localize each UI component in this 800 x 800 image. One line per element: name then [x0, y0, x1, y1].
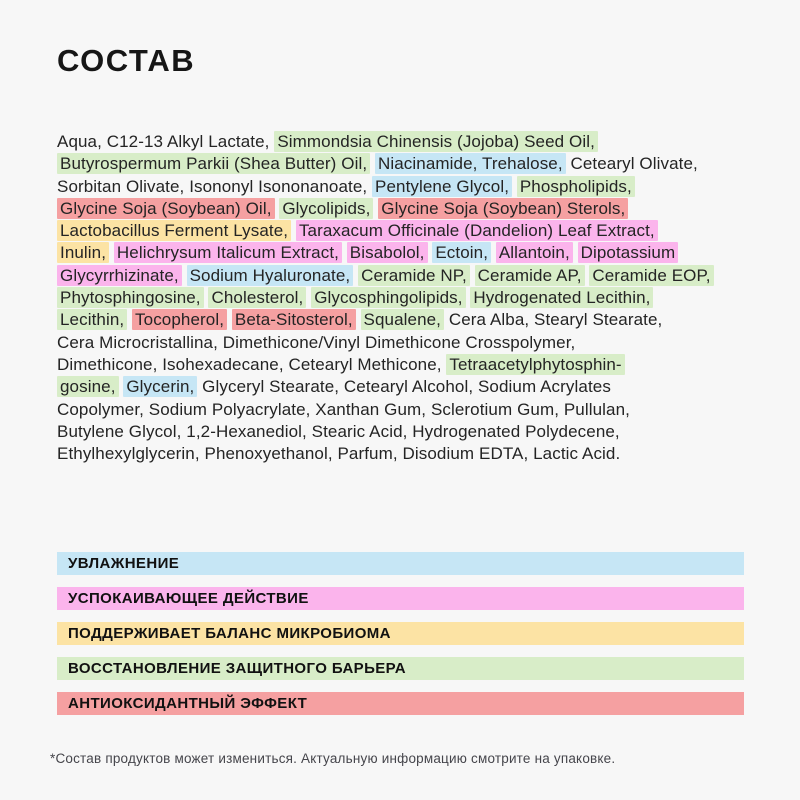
ingredient-segment-blue: Niacinamide, Trehalose, [375, 153, 566, 175]
ingredient-segment-pink: Allantoin, [495, 242, 573, 264]
ingredient-segment-blue: Glycerin, [123, 376, 198, 398]
disclaimer-footnote: *Состав продуктов может измениться. Акту… [50, 751, 616, 766]
ingredient-segment-green: gosine, [57, 376, 119, 398]
ingredient-segment-blue: Sodium Hyaluronate, [186, 264, 354, 286]
ingredient-segment-green: Glycosphingolipids, [311, 287, 466, 309]
ingredient-segment-pink: Helichrysum Italicum Extract, [113, 242, 342, 264]
ingredient-segment-yellow: Inulin, [57, 242, 110, 264]
ingredient-segment-green: Butyrospermum Parkii (Shea Butter) Oil, [57, 153, 371, 175]
ingredient-segment-pink: Taraxacum Officinale (Dandelion) Leaf Ex… [295, 220, 658, 242]
legend-label-antioxidant: АНТИОКСИДАНТНЫЙ ЭФФЕКТ [68, 695, 308, 712]
ingredient-segment: Dimethicone, Isohexadecane, Cetearyl Met… [57, 354, 447, 374]
ingredient-segment-blue: Pentylene Glycol, [372, 175, 513, 197]
ingredient-segment-green: Squalene, [360, 309, 444, 331]
legend-label-soothing: УСПОКАИВАЮЩЕЕ ДЕЙСТВИЕ [68, 590, 309, 607]
ingredient-segment: Cera Alba, Stearyl Stearate, [444, 310, 663, 330]
ingredient-segment-green: Glycolipids, [279, 197, 374, 219]
ingredient-segment: Sorbitan Olivate, Isononyl Isononanoate, [57, 176, 373, 196]
legend-bar-hydration: УВЛАЖНЕНИЕ [57, 552, 744, 575]
ingredient-segment-pink: Dipotassium [577, 242, 679, 264]
ingredient-segment-green: Ceramide EOP, [589, 264, 714, 286]
legend-label-hydration: УВЛАЖНЕНИЕ [68, 555, 180, 572]
page-title: СОСТАВ [57, 43, 196, 78]
ingredient-segment-green: Tetraacetylphytosphin- [446, 353, 625, 375]
ingredient-segment-green: Phospholipids, [516, 175, 635, 197]
legend-bar-microbiome-balance: ПОДДЕРЖИВАЕТ БАЛАНС МИКРОБИОМА [57, 622, 744, 645]
ingredient-segment: Cetearyl Olivate, [565, 154, 698, 174]
legend-label-barrier-restoration: ВОССТАНОВЛЕНИЕ ЗАЩИТНОГО БАРЬЕРА [68, 660, 406, 677]
ingredient-segment-pink: Glycyrrhizinate, [57, 264, 182, 286]
ingredient-segment-red: Tocopherol, [132, 309, 228, 331]
ingredient-segment [573, 243, 578, 262]
legend-bar-antioxidant: АНТИОКСИДАНТНЫЙ ЭФФЕКТ [57, 692, 744, 715]
ingredient-segment-red: Glycine Soja (Soybean) Sterols, [378, 197, 629, 219]
ingredient-segment: Aqua, C12-13 Alkyl Lactate, [57, 132, 275, 151]
ingredient-segment-green: Ceramide NP, [358, 264, 470, 286]
ingredient-segment [356, 310, 361, 329]
ingredients-paragraph: Aqua, C12-13 Alkyl Lactate, Simmondsia C… [57, 131, 749, 465]
effects-legend: УВЛАЖНЕНИЕ УСПОКАИВАЮЩЕЕ ДЕЙСТВИЕ ПОДДЕРЖИ… [57, 552, 744, 727]
ingredient-segment-red: Beta-Sitosterol, [231, 309, 356, 331]
ingredient-segment: Cera Microcristallina, Dimethicone/Vinyl… [57, 332, 576, 352]
ingredient-segment [182, 266, 187, 285]
ingredient-segment: Copolymer, Sodium Polyacrylate, Xanthan … [57, 399, 630, 419]
legend-label-microbiome-balance: ПОДДЕРЖИВАЕТ БАЛАНС МИКРОБИОМА [68, 625, 391, 642]
ingredient-segment-yellow: Lactobacillus Ferment Lysate, [57, 220, 292, 242]
ingredient-segment-green: Hydrogenated Lecithin, [470, 287, 654, 309]
ingredient-segment-green: Ceramide AP, [474, 264, 585, 286]
ingredient-segment-red: Glycine Soja (Soybean) Oil, [57, 197, 275, 219]
legend-bar-barrier-restoration: ВОССТАНОВЛЕНИЕ ЗАЩИТНОГО БАРЬЕРА [57, 657, 744, 680]
ingredient-segment: Ethylhexylglycerin, Phenoxyethanol, Parf… [57, 444, 621, 464]
ingredient-segment-blue: Ectoin, [432, 242, 492, 264]
ingredient-segment: Butylene Glycol, 1,2-Hexanediol, Stearic… [57, 421, 620, 441]
ingredient-segment-green: Cholesterol, [208, 287, 307, 309]
ingredient-segment-green: Lecithin, [57, 309, 128, 331]
ingredient-segment: Glyceryl Stearate, Cetearyl Alcohol, Sod… [197, 377, 611, 397]
ingredient-segment-green: Simmondsia Chinensis (Jojoba) Seed Oil, [274, 131, 598, 152]
ingredient-segment-pink: Bisabolol, [346, 242, 428, 264]
legend-bar-soothing: УСПОКАИВАЮЩЕЕ ДЕЙСТВИЕ [57, 587, 744, 610]
ingredient-segment-green: Phytosphingosine, [57, 287, 204, 309]
ingredient-segment [470, 266, 475, 285]
